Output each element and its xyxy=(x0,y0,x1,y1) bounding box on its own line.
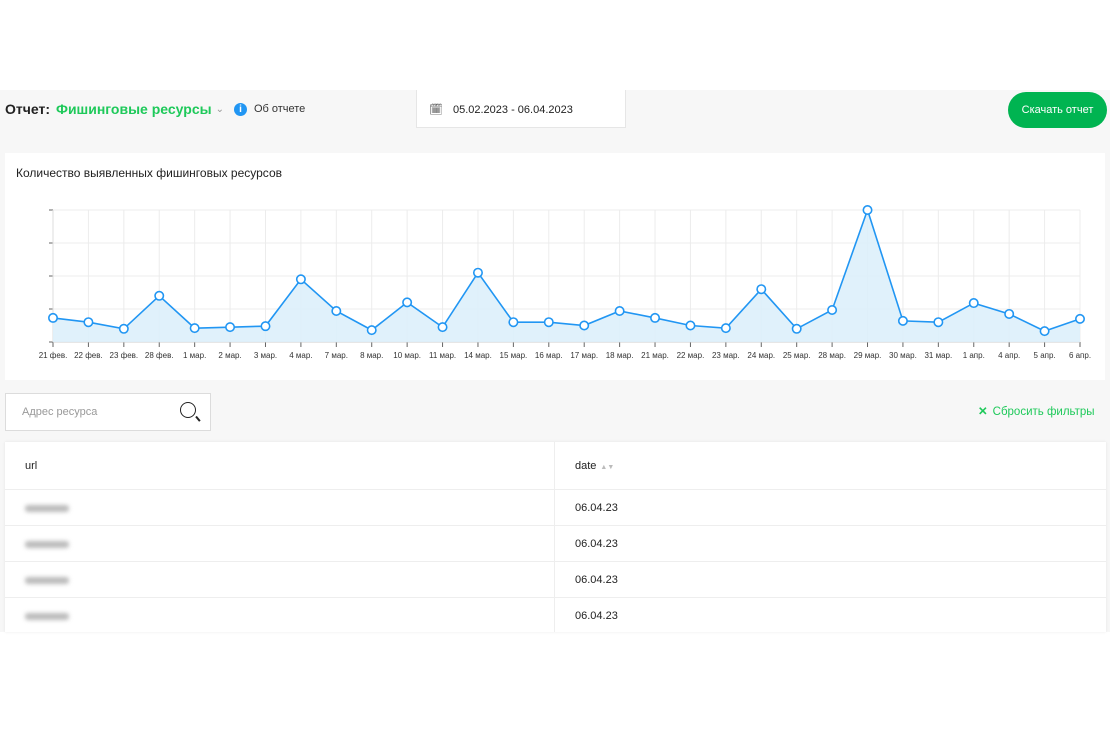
data-point xyxy=(83,317,94,328)
x-tick-label: 1 мар. xyxy=(183,351,206,360)
column-header-url[interactable]: url xyxy=(5,442,555,489)
date-cell: 06.04.23 xyxy=(575,502,618,514)
x-tick-label: 23 мар. xyxy=(712,351,740,360)
search-placeholder: Адрес ресурса xyxy=(22,406,98,418)
x-tick-label: 22 мар. xyxy=(677,351,705,360)
x-tick-label: 25 мар. xyxy=(783,351,811,360)
x-tick-label: 3 мар. xyxy=(254,351,277,360)
x-tick-label: 31 мар. xyxy=(924,351,952,360)
blurred-url xyxy=(25,612,69,620)
series-line xyxy=(52,207,1081,332)
info-icon[interactable]: i xyxy=(233,102,247,116)
reset-filters-button[interactable]: ✕ Сбросить фильтры xyxy=(978,404,1095,418)
blurred-url xyxy=(25,504,69,512)
x-tick-label: 15 мар. xyxy=(500,351,528,360)
x-tick-label: 8 мар. xyxy=(360,351,383,360)
x-tick-label: 1 апр. xyxy=(963,351,985,360)
resource-search-input[interactable]: Адрес ресурса xyxy=(5,393,211,431)
series-area xyxy=(53,210,1080,342)
x-tick-label: 16 мар. xyxy=(535,351,563,360)
x-tick-label: 21 фев. xyxy=(39,351,68,360)
x-tick-label: 5 апр. xyxy=(1034,351,1056,360)
x-tick-label: 14 мар. xyxy=(464,351,492,360)
x-tick-label: 17 мар. xyxy=(570,351,598,360)
chevron-down-icon[interactable]: ⌄ xyxy=(215,103,224,115)
x-tick-label: 11 мар. xyxy=(429,351,456,360)
x-tick-label: 4 апр. xyxy=(998,351,1020,360)
data-point xyxy=(118,323,129,334)
data-point xyxy=(791,323,802,334)
chart-title: Количество выявленных фишинговых ресурсо… xyxy=(16,166,282,180)
date-range-picker[interactable]: 🗓︎ 05.02.2023 - 06.04.2023 xyxy=(416,90,626,128)
data-point xyxy=(543,317,554,328)
results-table: url date ▲▼ 06.04.23 06.04.23 06.04.23 06… xyxy=(5,442,1106,632)
x-tick-label: 21 мар. xyxy=(641,351,669,360)
x-tick-label: 7 мар. xyxy=(325,351,348,360)
line-chart: 21 фев. 22 фев. 23 фев. 28 фев. 1 мар. 2 мар.… xyxy=(39,205,1091,360)
x-tick-label: 10 мар. xyxy=(393,351,421,360)
table-header: url date ▲▼ xyxy=(5,442,1106,490)
data-point xyxy=(472,267,483,278)
x-tick-label: 4 мар. xyxy=(289,351,312,360)
close-icon: ✕ xyxy=(978,406,988,418)
data-point xyxy=(295,274,306,285)
x-tick-label: 18 мар. xyxy=(606,351,634,360)
x-tick-label: 29 мар. xyxy=(854,351,882,360)
data-point xyxy=(827,304,838,315)
x-tick-label: 2 мар. xyxy=(218,351,241,360)
table-row[interactable]: 06.04.23 xyxy=(5,490,1106,526)
sort-icon[interactable]: ▲▼ xyxy=(600,464,615,471)
data-point xyxy=(685,320,696,331)
data-point xyxy=(579,320,590,331)
about-report-link[interactable]: Об отчете xyxy=(253,103,306,115)
report-type-dropdown[interactable]: Фишинговые ресурсы xyxy=(56,101,212,117)
data-point xyxy=(1039,326,1050,337)
date-cell: 06.04.23 xyxy=(575,538,618,550)
reset-filters-label: Сбросить фильтры xyxy=(992,406,1095,418)
blurred-url xyxy=(25,540,69,548)
search-icon[interactable] xyxy=(180,402,196,418)
data-point xyxy=(614,305,625,316)
data-point xyxy=(862,205,873,215)
x-tick-label: 6 апр. xyxy=(1069,351,1091,360)
report-selector-row: Отчет: Фишинговые ресурсы ⌄ i Об отчете xyxy=(5,101,305,117)
data-point xyxy=(968,298,979,309)
data-point xyxy=(189,323,200,334)
date-range-value: 05.02.2023 - 06.04.2023 xyxy=(452,104,573,116)
table-row[interactable]: 06.04.23 xyxy=(5,562,1106,598)
x-tick-label: 22 фев. xyxy=(74,351,103,360)
blurred-url xyxy=(25,576,69,584)
data-point xyxy=(650,312,661,323)
date-cell: 06.04.23 xyxy=(575,610,618,622)
report-label: Отчет: xyxy=(5,101,50,117)
data-point xyxy=(720,323,731,334)
date-header-label: date xyxy=(575,460,597,472)
x-tick-label: 28 мар. xyxy=(818,351,846,360)
x-tick-label: 24 мар. xyxy=(747,351,775,360)
data-point xyxy=(897,315,908,326)
data-point xyxy=(402,297,413,308)
data-point xyxy=(260,321,271,332)
data-point xyxy=(47,312,58,323)
data-point xyxy=(933,317,944,328)
x-tick-label: 23 фев. xyxy=(110,351,139,360)
table-row[interactable]: 06.04.23 xyxy=(5,526,1106,562)
column-header-date[interactable]: date ▲▼ xyxy=(555,442,1106,489)
data-point xyxy=(508,317,519,328)
calendar-icon: 🗓︎ xyxy=(429,104,443,116)
data-point xyxy=(437,322,448,333)
data-point xyxy=(1004,308,1015,319)
data-point xyxy=(225,322,236,333)
x-tick-label: 28 фев. xyxy=(145,351,174,360)
data-point xyxy=(756,284,767,295)
download-report-button[interactable]: Скачать отчет xyxy=(1008,92,1107,128)
data-point xyxy=(154,290,165,301)
x-tick-label: 30 мар. xyxy=(889,351,917,360)
data-point xyxy=(331,305,342,316)
date-cell: 06.04.23 xyxy=(575,574,618,586)
data-point xyxy=(1075,313,1086,324)
table-row[interactable]: 06.04.23 xyxy=(5,598,1106,632)
data-point xyxy=(366,325,377,336)
